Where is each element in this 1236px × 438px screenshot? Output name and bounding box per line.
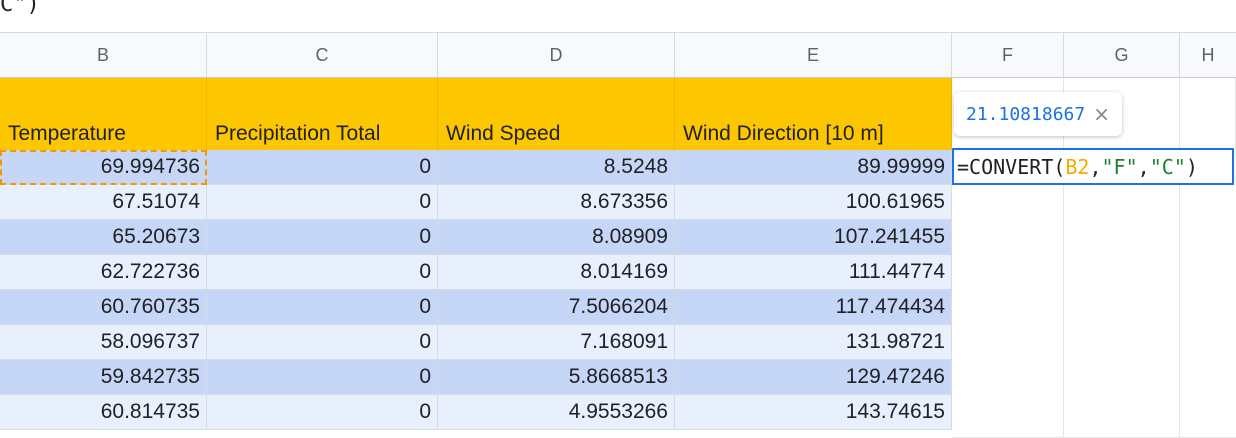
column-header-e[interactable]: E [675, 32, 952, 78]
column-header-f[interactable]: F [952, 32, 1064, 78]
cell-d4[interactable]: 8.08909 [438, 220, 675, 255]
empty-cell[interactable] [1180, 78, 1236, 150]
formula-sep: , [1089, 154, 1102, 179]
formula-prefix: =CONVERT( [957, 154, 1066, 179]
header-cell-temperature[interactable]: Temperature [0, 78, 207, 150]
formula-arg: "F" [1101, 154, 1138, 179]
header-cell-wind-speed[interactable]: Wind Speed [438, 78, 675, 150]
cell-e5[interactable]: 111.44774 [675, 255, 952, 290]
cell-b3[interactable]: 67.51074 [0, 185, 207, 220]
cell-b7[interactable]: 58.096737 [0, 325, 207, 360]
cell-c4[interactable]: 0 [207, 220, 438, 255]
empty-cell[interactable] [1180, 150, 1236, 438]
cell-c3[interactable]: 0 [207, 185, 438, 220]
empty-cell[interactable] [952, 185, 1064, 438]
cell-e8[interactable]: 129.47246 [675, 360, 952, 395]
cell-d6[interactable]: 7.5066204 [438, 290, 675, 325]
cell-b5[interactable]: 62.722736 [0, 255, 207, 290]
cell-d9[interactable]: 4.9553266 [438, 395, 675, 430]
cell-b8[interactable]: 59.842735 [0, 360, 207, 395]
cell-e2[interactable]: 89.99999 [675, 150, 952, 185]
close-icon[interactable]: × [1093, 102, 1110, 126]
cell-editor-f2[interactable]: =CONVERT(B2, "F", "C") [952, 148, 1234, 185]
cell-b4[interactable]: 65.20673 [0, 220, 207, 255]
formula-sep: , [1137, 154, 1150, 179]
empty-cell[interactable] [1064, 150, 1180, 438]
cell-c9[interactable]: 0 [207, 395, 438, 430]
cell-e3[interactable]: 100.61965 [675, 185, 952, 220]
cell-e9[interactable]: 143.74615 [675, 395, 952, 430]
cell-b2[interactable]: 69.994736 [0, 150, 207, 185]
cell-b6[interactable]: 60.760735 [0, 290, 207, 325]
cell-d7[interactable]: 7.168091 [438, 325, 675, 360]
cell-d8[interactable]: 5.8668513 [438, 360, 675, 395]
preview-value: 21.10818667 [966, 103, 1086, 125]
cell-c8[interactable]: 0 [207, 360, 438, 395]
header-cell-wind-direction[interactable]: Wind Direction [10 m] [675, 78, 952, 150]
cell-c7[interactable]: 0 [207, 325, 438, 360]
column-header-g[interactable]: G [1064, 32, 1180, 78]
formula-arg: "C" [1149, 154, 1186, 179]
cell-c2[interactable]: 0 [207, 150, 438, 185]
formula-preview-tooltip: 21.10818667 × [954, 92, 1122, 136]
cell-d3[interactable]: 8.673356 [438, 185, 675, 220]
cell-c5[interactable]: 0 [207, 255, 438, 290]
cell-d5[interactable]: 8.014169 [438, 255, 675, 290]
cell-e4[interactable]: 107.241455 [675, 220, 952, 255]
column-header-d[interactable]: D [438, 32, 675, 78]
spreadsheet-grid: B C D E F G H Temperature Precipitation … [0, 32, 1236, 438]
column-header-c[interactable]: C [207, 32, 438, 78]
referenced-cell-highlight [0, 150, 207, 185]
column-header-b[interactable]: B [0, 32, 207, 78]
cell-b9[interactable]: 60.814735 [0, 395, 207, 430]
cell-e7[interactable]: 131.98721 [675, 325, 952, 360]
header-cell-precipitation-total[interactable]: Precipitation Total [207, 78, 438, 150]
formula-ref: B2 [1065, 154, 1090, 179]
cell-c6[interactable]: 0 [207, 290, 438, 325]
cell-e6[interactable]: 117.474434 [675, 290, 952, 325]
formula-bar-fragment[interactable]: C") [0, 0, 40, 17]
cell-d2[interactable]: 8.5248 [438, 150, 675, 185]
column-header-h[interactable]: H [1180, 32, 1236, 78]
formula-suffix: ) [1185, 154, 1198, 179]
